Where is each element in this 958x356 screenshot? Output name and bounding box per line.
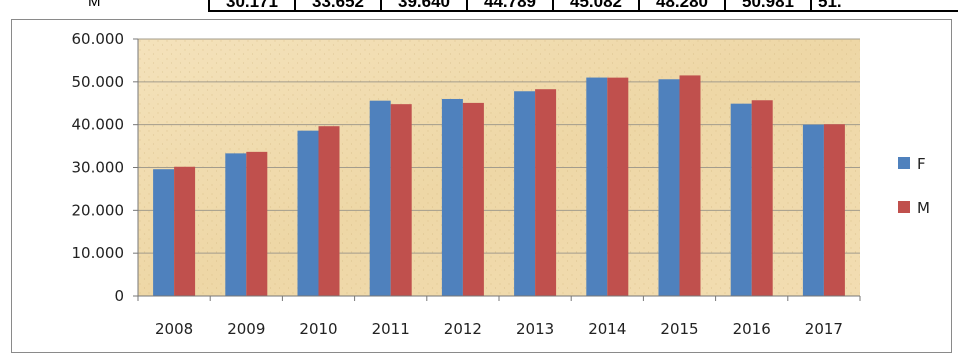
bar-f-2015 bbox=[658, 79, 680, 296]
x-tick-label: 2016 bbox=[733, 320, 771, 338]
legend-swatch-m bbox=[898, 201, 910, 213]
bar-m-2016 bbox=[751, 100, 773, 296]
bars bbox=[153, 75, 845, 297]
x-tick-label: 2009 bbox=[227, 320, 265, 338]
x-tick-label: 2010 bbox=[299, 320, 337, 338]
x-tick-label: 2011 bbox=[372, 320, 410, 338]
table-cell: 48.280 bbox=[640, 0, 726, 12]
x-tick-label: 2017 bbox=[805, 320, 843, 338]
y-tick-label: 0 bbox=[114, 287, 124, 305]
y-tick-label: 30.000 bbox=[72, 159, 125, 177]
data-table-strip: M 30.171 33.652 39.640 44.789 45.082 48.… bbox=[0, 0, 958, 12]
x-tick-label: 2014 bbox=[588, 320, 626, 338]
y-tick-label: 10.000 bbox=[72, 244, 125, 262]
bar-f-2017 bbox=[802, 124, 824, 297]
table-cell: 44.789 bbox=[468, 0, 554, 12]
bar-m-2009 bbox=[246, 151, 268, 296]
bar-f-2012 bbox=[441, 98, 463, 296]
legend-label-f: F bbox=[917, 155, 926, 173]
legend: FM bbox=[898, 155, 930, 217]
y-tick-label: 40.000 bbox=[72, 116, 125, 134]
bar-f-2008 bbox=[153, 169, 175, 296]
x-tick-label: 2015 bbox=[660, 320, 698, 338]
y-tick-label: 20.000 bbox=[72, 201, 125, 219]
x-tick-label: 2013 bbox=[516, 320, 554, 338]
x-tick-label: 2008 bbox=[155, 320, 193, 338]
bar-m-2015 bbox=[679, 75, 701, 297]
legend-label-m: M bbox=[917, 199, 930, 217]
legend-swatch-f bbox=[898, 157, 910, 169]
x-tick-labels: 2008 2009 2010 2011 2012 2013 2014 2015 2016 2017 bbox=[155, 320, 843, 338]
table-cell: 45.082 bbox=[554, 0, 640, 12]
y-tick-label: 50.000 bbox=[72, 73, 125, 91]
bar-f-2013 bbox=[514, 91, 536, 296]
table-cell: 30.171 bbox=[210, 0, 296, 12]
bar-chart: 0 10.000 20.000 30.000 40.000 50.000 60.000 20… bbox=[72, 30, 930, 338]
bar-m-2011 bbox=[390, 104, 412, 297]
bar-m-2010 bbox=[318, 126, 340, 296]
y-tick-label: 60.000 bbox=[72, 30, 125, 48]
axes bbox=[133, 38, 861, 301]
bar-f-2014 bbox=[586, 77, 608, 296]
bar-f-2009 bbox=[225, 153, 247, 296]
bar-f-2010 bbox=[297, 130, 319, 296]
table-cell: 39.640 bbox=[382, 0, 468, 12]
bar-m-2013 bbox=[535, 89, 557, 296]
y-tick-labels: 0 10.000 20.000 30.000 40.000 50.000 60.000 bbox=[72, 30, 125, 305]
table-cell: 33.652 bbox=[296, 0, 382, 12]
table-row-label: M bbox=[88, 0, 101, 10]
table-cell: 50.981 bbox=[726, 0, 812, 12]
table-row-frame bbox=[208, 0, 958, 12]
bar-m-2017 bbox=[823, 124, 845, 296]
bar-m-2008 bbox=[174, 166, 196, 296]
bar-f-2016 bbox=[730, 103, 752, 296]
table-cell: 51. bbox=[818, 0, 842, 11]
bar-m-2014 bbox=[607, 77, 629, 296]
x-tick-label: 2012 bbox=[444, 320, 482, 338]
bar-m-2012 bbox=[462, 102, 484, 296]
chart-frame: 0 10.000 20.000 30.000 40.000 50.000 60.000 20… bbox=[11, 19, 952, 353]
bar-f-2011 bbox=[369, 100, 391, 297]
